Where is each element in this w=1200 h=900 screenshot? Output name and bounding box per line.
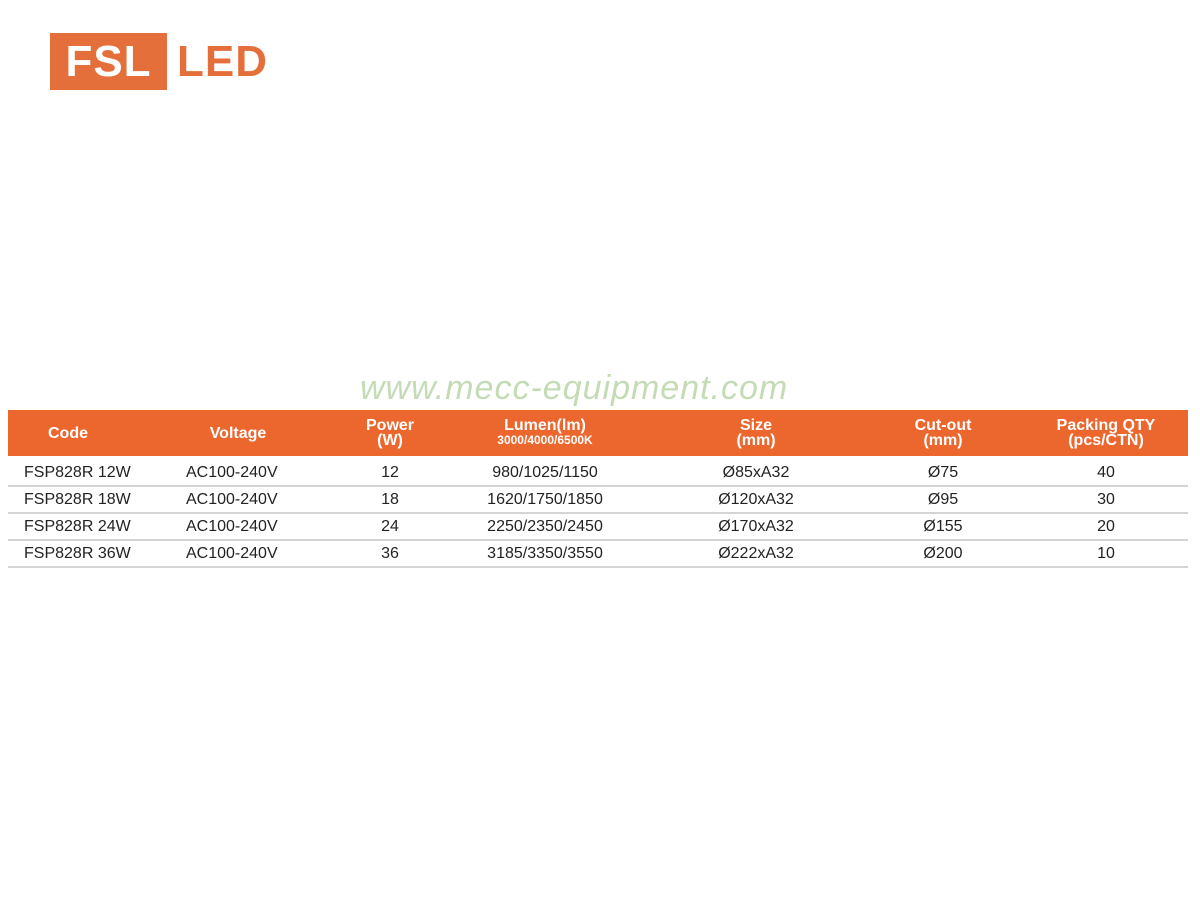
logo-text: LED xyxy=(177,36,268,86)
cell-code: FSP828R 24W xyxy=(24,518,131,535)
cell-power: 24 xyxy=(381,518,399,535)
cell-voltage: AC100-240V xyxy=(186,518,278,535)
header-unit: (mm) xyxy=(736,432,776,449)
header-code: Code xyxy=(48,410,88,456)
header-unit: (mm) xyxy=(923,432,963,449)
header-size: Size (mm) xyxy=(736,410,775,456)
cell-voltage: AC100-240V xyxy=(186,464,278,481)
cell-voltage: AC100-240V xyxy=(186,545,278,562)
cell-size: Ø222xA32 xyxy=(718,545,794,562)
header-label: Cut-out xyxy=(914,417,972,434)
table-header: Code Voltage Power (W) Lumen(lm) 3000/4000… xyxy=(8,410,1188,456)
header-label: Voltage xyxy=(209,424,267,442)
logo-box: FSL xyxy=(50,33,167,90)
header-label: Packing QTY xyxy=(1056,417,1156,434)
cell-power: 12 xyxy=(381,464,399,481)
table-row: FSP828R 24W AC100-240V 24 2250/2350/2450 Ø17… xyxy=(8,514,1188,541)
cell-packing: 10 xyxy=(1097,545,1115,562)
header-lumen: Lumen(lm) 3000/4000/6500K xyxy=(497,410,592,456)
fsl-led-logo: FSL LED xyxy=(50,33,268,90)
header-label: Size xyxy=(739,417,773,434)
cell-lumen: 980/1025/1150 xyxy=(492,464,598,481)
cell-code: FSP828R 36W xyxy=(24,545,131,562)
header-label: Power xyxy=(365,417,415,434)
watermark: www.mecc-equipment.com xyxy=(360,369,789,407)
header-voltage: Voltage xyxy=(210,410,267,456)
cell-lumen: 2250/2350/2450 xyxy=(487,518,603,535)
cell-cutout: Ø200 xyxy=(923,545,963,562)
cell-size: Ø85xA32 xyxy=(722,464,790,481)
cell-packing: 40 xyxy=(1097,464,1115,481)
cell-code: FSP828R 18W xyxy=(24,491,131,508)
cell-cutout: Ø95 xyxy=(927,491,959,508)
cell-packing: 30 xyxy=(1097,491,1115,508)
table-row: FSP828R 18W AC100-240V 18 1620/1750/1850 Ø12… xyxy=(8,487,1188,514)
cell-code: FSP828R 12W xyxy=(24,464,131,481)
table-body: FSP828R 12W AC100-240V 12 980/1025/1150 Ø85x… xyxy=(8,460,1188,568)
cell-cutout: Ø155 xyxy=(923,518,963,535)
header-cutout: Cut-out (mm) xyxy=(915,410,972,456)
cell-voltage: AC100-240V xyxy=(186,491,278,508)
table-row: FSP828R 36W AC100-240V 36 3185/3350/3550 Ø22… xyxy=(8,541,1188,568)
cell-packing: 20 xyxy=(1097,518,1115,535)
header-packing: Packing QTY (pcs/CTN) xyxy=(1057,410,1156,456)
cell-size: Ø120xA32 xyxy=(718,491,794,508)
cell-size: Ø170xA32 xyxy=(718,518,794,535)
header-label: Lumen(lm) xyxy=(504,417,586,434)
cell-lumen: 1620/1750/1850 xyxy=(487,491,603,508)
header-label: Code xyxy=(48,424,88,442)
header-power: Power (W) xyxy=(366,410,414,456)
header-unit: (pcs/CTN) xyxy=(1068,432,1144,449)
header-unit: (W) xyxy=(377,432,403,449)
cell-power: 18 xyxy=(381,491,399,508)
cell-power: 36 xyxy=(381,545,399,562)
cell-cutout: Ø75 xyxy=(927,464,959,481)
header-unit: 3000/4000/6500K xyxy=(497,433,593,447)
cell-lumen: 3185/3350/3550 xyxy=(487,545,603,562)
spec-table: Code Voltage Power (W) Lumen(lm) 3000/4000… xyxy=(8,410,1188,568)
table-row: FSP828R 12W AC100-240V 12 980/1025/1150 Ø85x… xyxy=(8,460,1188,487)
